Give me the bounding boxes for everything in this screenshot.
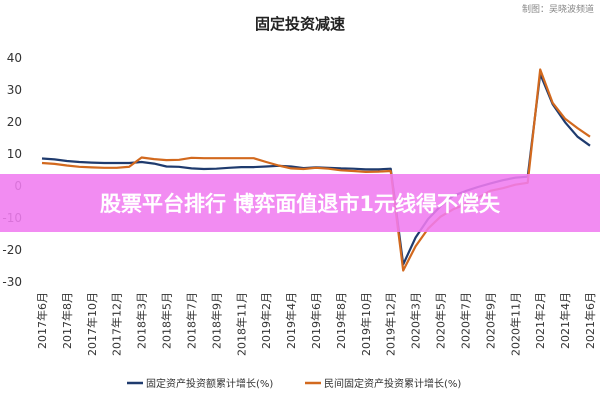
x-tick-label: 2021年6月 [583, 292, 597, 349]
x-tick-label: 2020年3月 [409, 292, 423, 349]
x-axis-ticks: 2017年6月 2017年8月 2017年10月 2017年12月 2018年3月 201… [35, 292, 597, 356]
x-tick-label: 2017年12月 [110, 292, 124, 356]
x-tick-label: 2017年6月 [35, 292, 49, 349]
x-tick-label: 2020年5月 [434, 292, 448, 349]
x-tick-label: 2019年10月 [359, 292, 373, 356]
x-tick-label: 2018年3月 [135, 292, 149, 349]
x-tick-label: 2021年4月 [558, 292, 572, 349]
x-tick-label: 2020年9月 [483, 292, 497, 349]
x-tick-label: 2017年8月 [60, 292, 74, 349]
y-tick-label: -30 [2, 275, 22, 289]
series-line-1 [41, 68, 591, 272]
series-lines [41, 68, 591, 272]
x-tick-label: 2019年4月 [284, 292, 298, 349]
legend-label-private: 民间固定资产投资累计增长(%) [324, 377, 461, 390]
y-tick-label: 10 [7, 147, 22, 161]
banner-background [0, 174, 600, 232]
x-tick-label: 2020年7月 [458, 292, 472, 349]
x-tick-label: 2019年6月 [309, 292, 323, 349]
legend: 固定资产投资额累计增长(%) 民间固定资产投资累计增长(%) [127, 377, 461, 390]
x-tick-label: 2018年9月 [209, 292, 223, 349]
x-tick-label: 2018年7月 [184, 292, 198, 349]
y-axis-ticks: 403020100-10-20-30 [2, 51, 22, 289]
x-tick-label: 2021年2月 [533, 292, 547, 349]
x-tick-label: 2018年5月 [160, 292, 174, 349]
x-tick-label: 2019年2月 [259, 292, 273, 349]
x-tick-label: 2019年12月 [384, 292, 398, 356]
y-tick-label: 40 [7, 51, 22, 65]
y-tick-label: -20 [2, 243, 22, 257]
chart-title: 固定投资减速 [255, 15, 345, 33]
overlay-banner: 股票平台排行 博弈面值退市1元线得不偿失 [0, 174, 600, 232]
y-tick-label: 20 [7, 115, 22, 129]
y-tick-label: 30 [7, 83, 22, 97]
x-tick-label: 2020年11月 [508, 292, 522, 356]
x-tick-label: 2019年8月 [334, 292, 348, 349]
chart-credit: 制图：吴晓波频道 [522, 3, 594, 15]
legend-label-fixed: 固定资产投资额累计增长(%) [146, 377, 273, 390]
x-tick-label: 2018年11月 [234, 292, 248, 356]
series-line-0 [41, 72, 591, 266]
banner-text: 股票平台排行 博弈面值退市1元线得不偿失 [100, 192, 501, 216]
x-tick-label: 2017年10月 [85, 292, 99, 356]
